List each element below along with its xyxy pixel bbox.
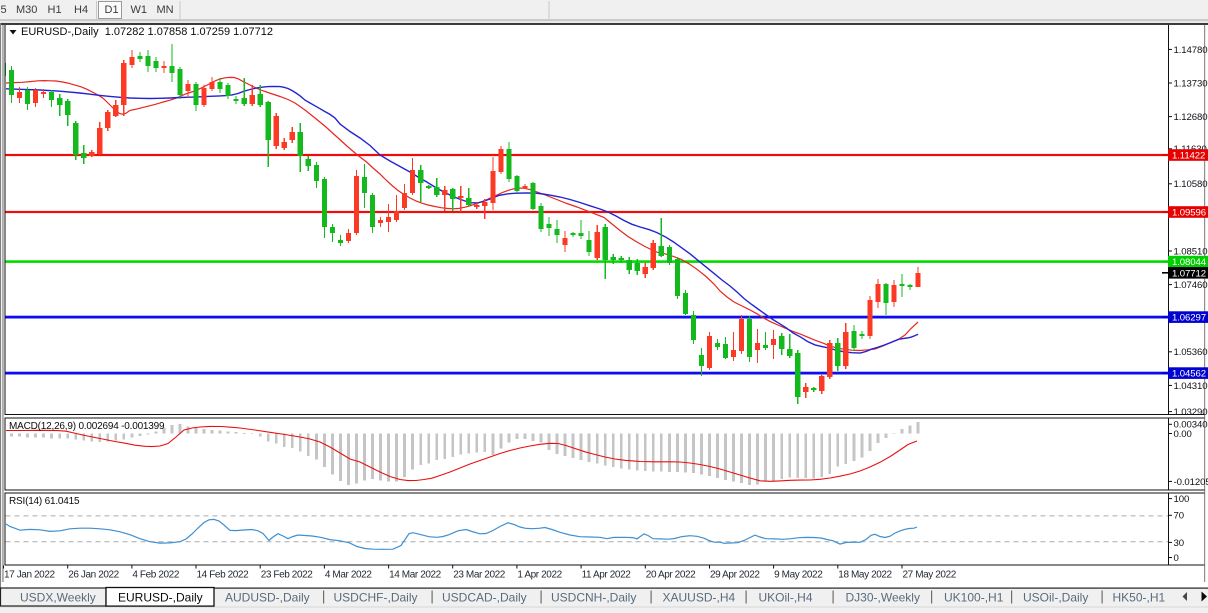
svg-text:17 Jan 2022: 17 Jan 2022 (4, 569, 55, 580)
svg-text:1.04310: 1.04310 (1174, 381, 1208, 392)
svg-text:RSI(14) 61.0415: RSI(14) 61.0415 (9, 496, 80, 507)
svg-text:100: 100 (1174, 494, 1190, 505)
svg-text:USOil-,Daily: USOil-,Daily (1023, 591, 1088, 605)
svg-text:XAUUSD-,H4: XAUUSD-,H4 (663, 591, 736, 605)
svg-text:1 Apr 2022: 1 Apr 2022 (517, 569, 562, 580)
svg-text:1.09596: 1.09596 (1172, 208, 1206, 219)
svg-text:EURUSD-,Daily: EURUSD-,Daily (118, 591, 203, 605)
svg-text:4 Mar 2022: 4 Mar 2022 (325, 569, 372, 580)
svg-text:1.08510: 1.08510 (1174, 246, 1208, 257)
svg-text:14 Feb 2022: 14 Feb 2022 (197, 569, 250, 580)
svg-text:USDCAD-,Daily: USDCAD-,Daily (442, 591, 527, 605)
svg-text:18 May 2022: 18 May 2022 (838, 569, 892, 580)
svg-text:0: 0 (1174, 553, 1179, 564)
svg-text:1.08044: 1.08044 (1172, 257, 1207, 268)
svg-text:USDCHF-,Daily: USDCHF-,Daily (334, 591, 418, 605)
svg-text:29 Apr 2022: 29 Apr 2022 (710, 569, 760, 580)
svg-text:1.12680: 1.12680 (1174, 112, 1208, 123)
svg-text:5: 5 (1, 4, 7, 16)
svg-text:-0.012053: -0.012053 (1174, 477, 1208, 488)
svg-text:1.05360: 1.05360 (1174, 347, 1208, 358)
svg-text:UKOil-,H4: UKOil-,H4 (759, 591, 813, 605)
svg-text:UK100-,H1: UK100-,H1 (944, 591, 1004, 605)
svg-text:11 Apr 2022: 11 Apr 2022 (582, 569, 632, 580)
svg-text:1.03290: 1.03290 (1174, 407, 1208, 418)
svg-text:M30: M30 (16, 4, 37, 16)
svg-text:1.10580: 1.10580 (1174, 179, 1208, 190)
svg-text:DJ30-,Weekly: DJ30-,Weekly (846, 591, 920, 605)
svg-text:W1: W1 (131, 4, 148, 16)
svg-text:1.11422: 1.11422 (1172, 151, 1205, 162)
svg-text:H4: H4 (74, 4, 88, 16)
svg-text:1.04562: 1.04562 (1172, 369, 1206, 380)
svg-text:1.14780: 1.14780 (1174, 45, 1208, 56)
svg-text:20 Apr 2022: 20 Apr 2022 (646, 569, 696, 580)
svg-text:26 Jan 2022: 26 Jan 2022 (68, 569, 119, 580)
svg-text:1.06297: 1.06297 (1172, 313, 1206, 324)
svg-text:30: 30 (1174, 538, 1184, 549)
svg-text:H1: H1 (48, 4, 62, 16)
svg-text:14 Mar 2022: 14 Mar 2022 (389, 569, 442, 580)
svg-text:USDX,Weekly: USDX,Weekly (20, 591, 96, 605)
svg-text:27 May 2022: 27 May 2022 (903, 569, 957, 580)
svg-text:1.07460: 1.07460 (1174, 280, 1208, 291)
svg-text:23 Mar 2022: 23 Mar 2022 (453, 569, 506, 580)
svg-text:0.003408: 0.003408 (1174, 420, 1208, 431)
svg-text:1.13730: 1.13730 (1174, 78, 1208, 89)
svg-text:MACD(12,26,9) 0.002694 -0.0013: MACD(12,26,9) 0.002694 -0.001399 (9, 421, 165, 432)
svg-text:D1: D1 (105, 4, 119, 16)
svg-text:AUDUSD-,Daily: AUDUSD-,Daily (225, 591, 310, 605)
svg-text:70: 70 (1174, 511, 1184, 522)
svg-text:USDCNH-,Daily: USDCNH-,Daily (551, 591, 636, 605)
svg-text:1.07712: 1.07712 (1172, 268, 1206, 279)
svg-text:MN: MN (157, 4, 174, 16)
svg-text:4 Feb 2022: 4 Feb 2022 (132, 569, 179, 580)
svg-text:EURUSD-,Daily 1.07282 1.07858: EURUSD-,Daily 1.07282 1.07858 1.07259 1.… (21, 26, 273, 38)
svg-text:23 Feb 2022: 23 Feb 2022 (261, 569, 314, 580)
svg-text:HK50-,H1: HK50-,H1 (1113, 591, 1166, 605)
svg-text:9 May 2022: 9 May 2022 (774, 569, 823, 580)
svg-text:0.00: 0.00 (1174, 429, 1192, 440)
